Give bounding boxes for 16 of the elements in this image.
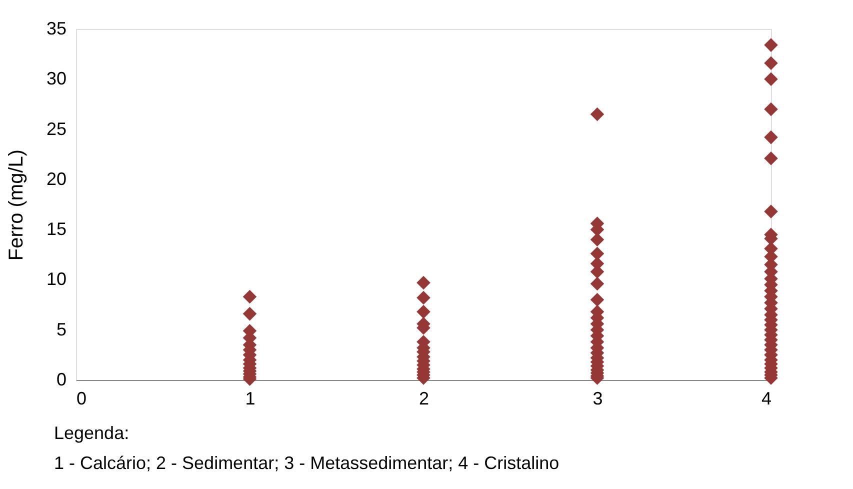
y-tick-label: 5 — [56, 319, 66, 340]
x-tick-label: 4 — [761, 388, 772, 408]
x-tick-label: 2 — [418, 388, 430, 408]
text: Legenda: — [54, 423, 130, 443]
x-tick-label: 0 — [76, 388, 87, 408]
y-tick-label: 25 — [46, 118, 66, 139]
x-tick-label: 1 — [245, 388, 256, 408]
y-tick-label: 15 — [46, 219, 66, 240]
y-tick-label: 0 — [56, 370, 66, 390]
y-tick-label: 10 — [46, 269, 66, 290]
text: 1 - Calcário; 2 - Sedimentar; 3 - Metassedimentar; 4 - Cristalino — [54, 453, 560, 473]
x-tick-label: 3 — [592, 388, 603, 408]
y-axis-title: Ferro (mg/L) — [5, 149, 28, 261]
y-tick-label: 20 — [46, 168, 66, 189]
y-tick-label: 35 — [46, 18, 66, 38]
y-tick-label: 30 — [46, 68, 66, 89]
